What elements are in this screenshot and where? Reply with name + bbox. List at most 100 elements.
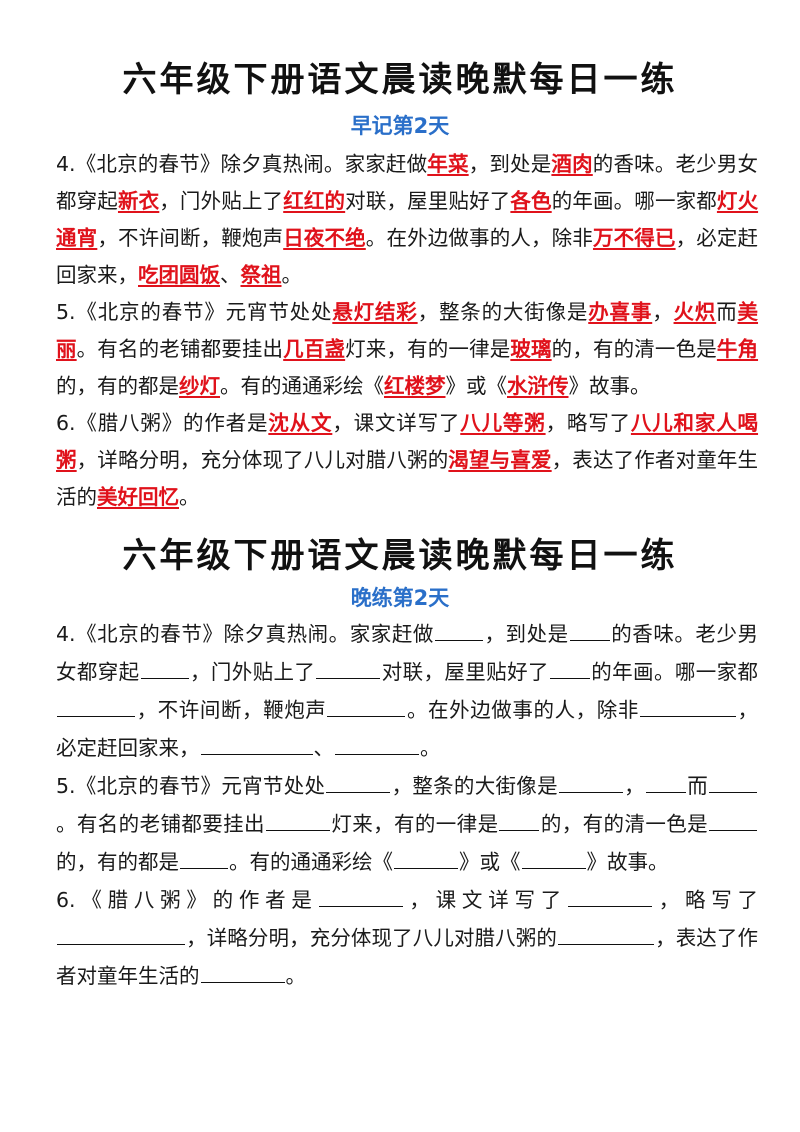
fill-blank[interactable] <box>709 774 758 793</box>
fill-blank[interactable] <box>567 888 652 907</box>
fill-blank[interactable] <box>558 774 623 793</box>
text: ，不许间断，鞭炮声 <box>97 226 284 250</box>
morning-item-6: 6.《腊八粥》的作者是沈从文，课文详写了八儿等粥，略写了八儿和家人喝粥，详略分明… <box>56 405 758 516</box>
text: 对联，屋里贴好了 <box>345 189 511 213</box>
text: 的年画。哪一家都 <box>551 189 717 213</box>
text: ，到处是 <box>483 622 569 646</box>
morning-item-4: 4.《北京的春节》除夕真热闹。家家赶做年菜，到处是酒肉的香味。老少男女都穿起新衣… <box>56 146 758 294</box>
fill-blank[interactable] <box>549 660 590 679</box>
text: ，必定赶回家来， <box>56 226 759 287</box>
fill-blank[interactable] <box>569 622 610 641</box>
text: 4.《北京的春节》除夕真热闹。家家赶做 <box>56 152 428 176</box>
text: 。 <box>179 485 200 509</box>
answer: 灯火通宵 <box>56 189 759 250</box>
text: 对联，屋里贴好了 <box>381 660 549 684</box>
text: 灯来，有的一律是 <box>330 812 499 836</box>
morning-content: 4.《北京的春节》除夕真热闹。家家赶做年菜，到处是酒肉的香味。老少男女都穿起新衣… <box>0 146 800 516</box>
fill-blank[interactable] <box>645 774 686 793</box>
fill-blank[interactable] <box>57 926 185 945</box>
text: ，表达了作者对童年生活的 <box>56 448 759 509</box>
evening-title: 六年级下册语文晨读晚默每日一练 <box>122 536 678 576</box>
fill-blank[interactable] <box>521 850 586 869</box>
fill-blank[interactable] <box>200 736 313 755</box>
text: 而 <box>686 774 709 798</box>
text: ，门外贴上了 <box>159 189 284 213</box>
text: 。 <box>285 964 307 988</box>
answer: 年菜 <box>427 152 469 176</box>
text: 。有名的老铺都要挂出 <box>56 812 265 836</box>
text: 的香味。老少男女都穿起 <box>56 152 759 213</box>
fill-blank[interactable] <box>57 698 135 717</box>
text: ，课文详写了 <box>403 888 567 912</box>
fill-blank[interactable] <box>318 888 403 907</box>
fill-blank[interactable] <box>140 660 189 679</box>
answer: 红红的 <box>283 189 346 213</box>
evening-item-4: 4.《北京的春节》除夕真热闹。家家赶做 ，到处是 的香味。老少男女都穿起 ，门外贴上了… <box>56 615 758 767</box>
text: ， <box>623 774 645 798</box>
text: ，略写了 <box>545 411 631 435</box>
text: 。有名的老铺都要挂出 <box>76 337 284 361</box>
answer: 红楼梦 <box>384 374 446 398</box>
text: ，必定赶回家来， <box>56 698 759 760</box>
fill-blank[interactable] <box>327 698 406 717</box>
text: 灯来，有的一律是 <box>345 337 511 361</box>
text: 。有的通通彩绘《 <box>229 850 393 874</box>
answer: 渴望与喜爱 <box>448 448 552 472</box>
answer: 办喜事 <box>588 300 653 324</box>
morning-item-5: 5.《北京的春节》元宵节处处悬灯结彩，整条的大街像是办喜事，火炽而美丽。有名的老… <box>56 294 758 405</box>
fill-blank[interactable] <box>434 622 483 641</box>
text: ，略写了 <box>652 888 759 912</box>
text: ，整条的大街像是 <box>391 774 558 798</box>
fill-blank[interactable] <box>394 850 458 869</box>
evening-item-5: 5.《北京的春节》元宵节处处 ，整条的大街像是 ， 而。有名的老铺都要挂出 灯来，有的一… <box>56 767 758 881</box>
text: 5.《北京的春节》元宵节处处 <box>56 300 333 324</box>
text: 。有的通通彩绘《 <box>220 374 384 398</box>
text: 的年画。哪一家都 <box>590 660 759 684</box>
evening-content: 4.《北京的春节》除夕真热闹。家家赶做 ，到处是 的香味。老少男女都穿起 ，门外贴上了… <box>0 615 800 995</box>
text: 5.《北京的春节》元宵节处处 <box>56 774 326 798</box>
evening-item-6: 6.《腊八粥》的作者是 ，课文详写了 ，略写了 ，详略分明，充分体现了八儿对腊八粥的，… <box>56 881 758 995</box>
evening-subtitle: 晚练第2天 <box>350 586 450 610</box>
answer: 八儿和家人喝粥 <box>56 411 759 472</box>
answer: 悬灯结彩 <box>332 300 418 324</box>
text: 的，有的清一色是 <box>551 337 717 361</box>
fill-blank[interactable] <box>316 660 381 679</box>
text: ， <box>652 300 674 324</box>
fill-blank[interactable] <box>180 850 228 869</box>
fill-blank[interactable] <box>557 926 654 945</box>
fill-blank[interactable] <box>326 774 391 793</box>
text: 的，有的清一色是 <box>540 812 709 836</box>
text: ，门外贴上了 <box>189 660 316 684</box>
text: ，课文详写了 <box>332 411 461 435</box>
text: 6.《腊八粥》的作者是 <box>56 888 318 912</box>
text: 而 <box>716 300 738 324</box>
fill-blank[interactable] <box>265 812 330 831</box>
answer: 酒肉 <box>551 152 593 176</box>
answer: 美好回忆 <box>97 485 179 509</box>
answer: 日夜不绝 <box>283 226 366 250</box>
fill-blank[interactable] <box>335 736 419 755</box>
morning-title: 六年级下册语文晨读晚默每日一练 <box>122 60 678 100</box>
fill-blank[interactable] <box>200 964 285 983</box>
text: 的香味。老少男女都穿起 <box>56 622 759 684</box>
answer: 火炽 <box>673 300 717 324</box>
text: 。 <box>281 263 303 287</box>
answer: 纱灯 <box>179 374 220 398</box>
answer: 美丽 <box>56 300 759 361</box>
morning-subtitle: 早记第2天 <box>350 114 450 138</box>
answer: 祭祖 <box>240 263 282 287</box>
fill-blank[interactable] <box>709 812 758 831</box>
answer: 万不得已 <box>592 226 676 250</box>
answer: 新衣 <box>117 189 160 213</box>
text: ，不许间断，鞭炮声 <box>136 698 327 722</box>
fill-blank[interactable] <box>499 812 540 831</box>
text: 》或《 <box>459 850 521 874</box>
text: 。 <box>420 736 441 760</box>
text: ，详略分明，充分体现了八儿对腊八粥的 <box>186 926 557 950</box>
text: 的，有的都是 <box>56 374 179 398</box>
fill-blank[interactable] <box>639 698 736 717</box>
text: 。在外边做事的人，除非 <box>365 226 593 250</box>
text: 》或《 <box>445 374 508 398</box>
answer: 几百盏 <box>283 337 346 361</box>
